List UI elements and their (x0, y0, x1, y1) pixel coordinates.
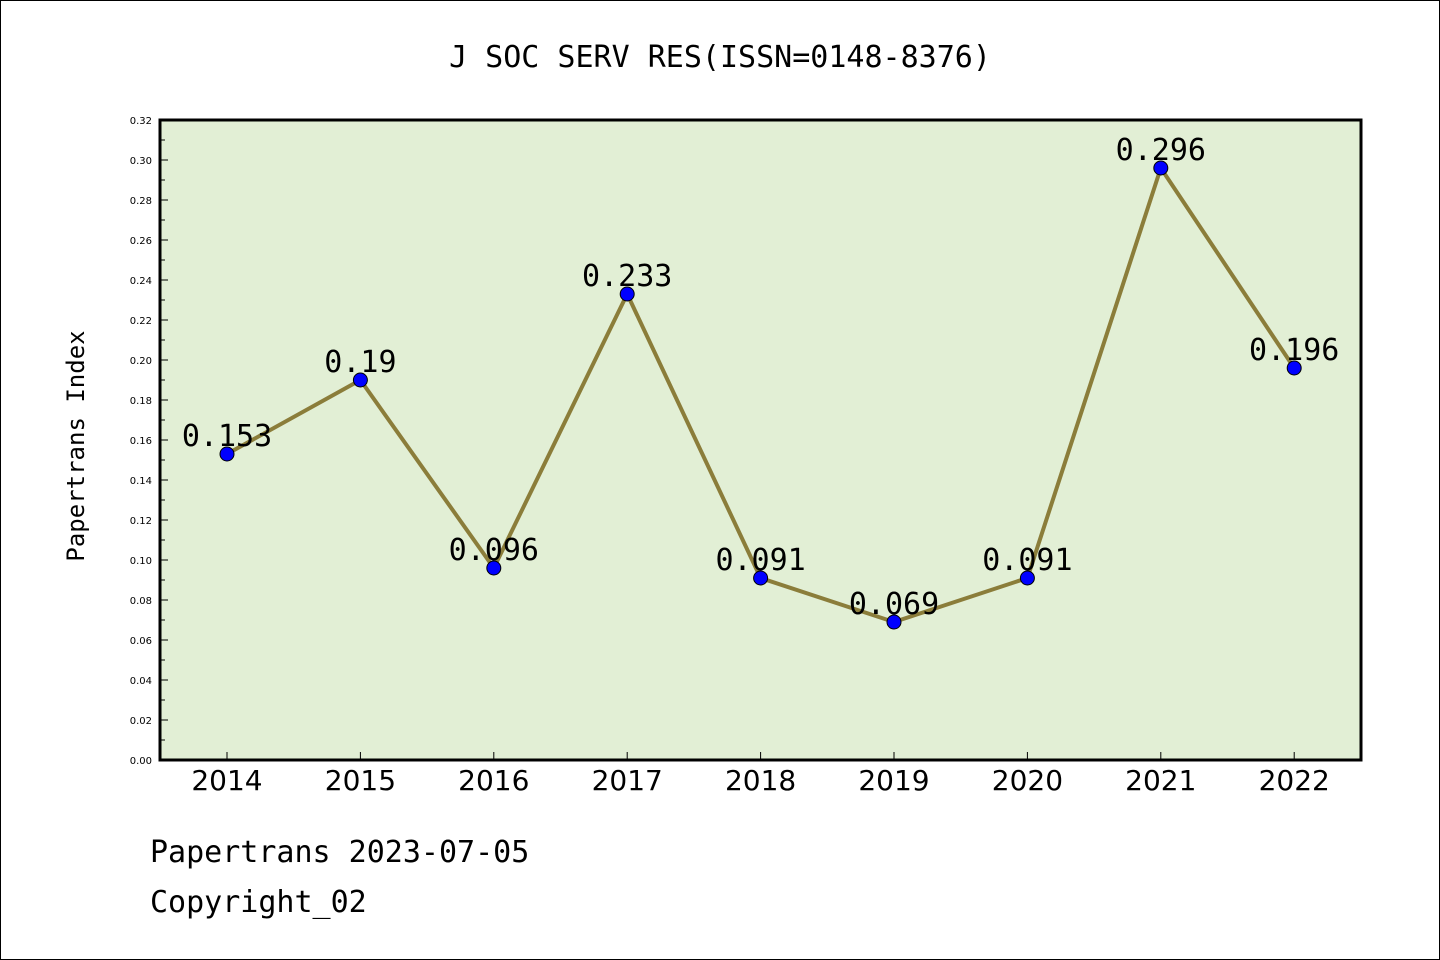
footer-source: Papertrans 2023-07-05 (150, 835, 530, 870)
y-tick-label: 0.26 (130, 236, 152, 247)
y-axis-label: Papertrans Index (62, 330, 90, 561)
data-point-label: 0.069 (849, 587, 939, 622)
data-point-marker (619, 286, 635, 302)
y-tick-label: 0.10 (130, 556, 152, 567)
data-point-label: 0.091 (982, 543, 1072, 578)
data-point-label: 0.153 (182, 419, 272, 454)
y-tick-label: 0.28 (130, 196, 152, 207)
data-point-marker (753, 570, 769, 586)
x-tick-label: 2022 (1259, 764, 1330, 797)
data-point-marker (352, 372, 368, 388)
x-tick-label: 2021 (1125, 764, 1196, 797)
data-point-label: 0.091 (715, 543, 805, 578)
y-tick-label: 0.16 (130, 436, 152, 447)
series-markers (219, 160, 1302, 630)
data-point-marker (1286, 360, 1302, 376)
data-point-label: 0.296 (1116, 133, 1206, 168)
plot-area (160, 120, 1361, 760)
chart-title: J SOC SERV RES(ISSN=0148-8376) (449, 40, 991, 75)
x-tick-label: 2017 (592, 764, 663, 797)
x-tick-label: 2020 (992, 764, 1063, 797)
data-point-label: 0.19 (324, 345, 396, 380)
data-point-marker (1019, 570, 1035, 586)
x-axis-ticks: 2014 2015 2016 2017 2018 2019 2020 2021 2022 (191, 752, 1330, 797)
y-tick-label: 0.00 (130, 756, 152, 767)
data-point-marker (1153, 160, 1169, 176)
data-point-marker (486, 560, 502, 576)
y-tick-label: 0.24 (130, 276, 152, 287)
y-tick-label: 0.06 (130, 636, 152, 647)
x-tick-label: 2019 (858, 764, 929, 797)
data-point-label: 0.233 (582, 259, 672, 294)
x-tick-label: 2014 (191, 764, 262, 797)
data-point-label: 0.096 (449, 533, 539, 568)
y-axis-ticks: 0.00 0.02 0.04 0.06 0.08 0.10 0.12 0.14 0.16 0.18… (130, 116, 168, 767)
plot-border (158, 118, 1363, 762)
y-tick-label: 0.32 (130, 116, 152, 127)
y-tick-label: 0.08 (130, 596, 152, 607)
point-labels: 0.153 0.19 0.096 0.233 0.091 0.069 0.091 0.296 0… (182, 133, 1340, 622)
data-point-marker (219, 446, 235, 462)
y-tick-label: 0.12 (130, 516, 152, 527)
footer-copyright: Copyright_02 (150, 885, 367, 920)
y-tick-label: 0.14 (130, 476, 152, 487)
y-tick-label: 0.30 (130, 156, 152, 167)
x-tick-label: 2016 (458, 764, 529, 797)
y-tick-label: 0.18 (130, 396, 152, 407)
y-tick-label: 0.02 (130, 716, 152, 727)
data-point-label: 0.196 (1249, 333, 1339, 368)
x-tick-label: 2018 (725, 764, 796, 797)
data-point-marker (886, 614, 902, 630)
y-tick-label: 0.04 (130, 676, 152, 687)
y-tick-label: 0.20 (130, 356, 152, 367)
x-tick-label: 2015 (325, 764, 396, 797)
y-tick-label: 0.22 (130, 316, 152, 327)
